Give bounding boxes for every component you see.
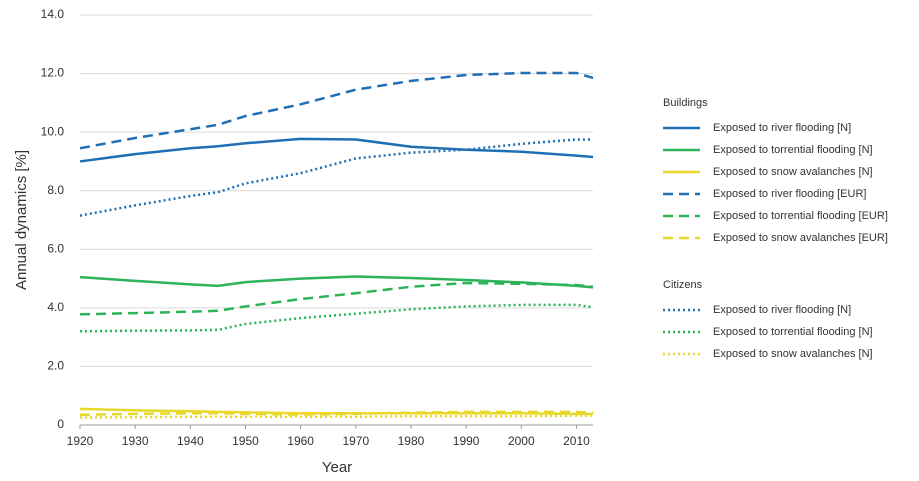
x-axis-title: Year	[322, 459, 352, 476]
y-tick-label: 10.0	[41, 124, 65, 138]
y-axis-title: Annual dynamics [%]	[13, 150, 30, 290]
series-line	[79, 275, 594, 289]
legend-label: Exposed to river flooding [N]	[713, 304, 851, 316]
legend-label: Exposed to torrential flooding [EUR]	[713, 210, 888, 222]
legend-label: Exposed to river flooding [N]	[713, 122, 851, 134]
series-line	[79, 281, 594, 316]
legend-label: Exposed to torrential flooding [N]	[713, 144, 873, 156]
x-tick-label: 1920	[67, 434, 94, 448]
x-tick-label: 2010	[563, 434, 590, 448]
y-tick-label: 8.0	[47, 183, 64, 197]
y-tick-label: 6.0	[47, 241, 64, 255]
legend-label: Exposed to snow avalanches [N]	[713, 166, 873, 178]
y-tick-label: 2.0	[47, 359, 64, 373]
x-tick-label: 1990	[453, 434, 480, 448]
y-tick-label: 0	[57, 417, 64, 431]
series-line	[79, 303, 594, 333]
series-line	[79, 410, 594, 416]
x-tick-label: 2000	[508, 434, 535, 448]
legend-group-title: Buildings	[663, 97, 708, 109]
legend-label: Exposed to snow avalanches [EUR]	[713, 232, 888, 244]
legend-label: Exposed to torrential flooding [N]	[713, 326, 873, 338]
y-tick-label: 4.0	[47, 300, 64, 314]
legend-label: Exposed to river flooding [EUR]	[713, 188, 866, 200]
y-tick-label: 14.0	[41, 7, 65, 21]
legend-label: Exposed to snow avalanches [N]	[713, 348, 873, 360]
series-line	[79, 137, 594, 163]
x-tick-label: 1930	[122, 434, 149, 448]
legend-group-title: Citizens	[663, 279, 703, 291]
series-line	[79, 414, 593, 419]
x-tick-label: 1980	[398, 434, 425, 448]
x-tick-label: 1940	[177, 434, 204, 448]
x-tick-label: 1970	[342, 434, 369, 448]
series-line	[79, 71, 594, 150]
x-tick-label: 1950	[232, 434, 259, 448]
x-tick-label: 1960	[287, 434, 314, 448]
y-tick-label: 12.0	[41, 66, 65, 80]
